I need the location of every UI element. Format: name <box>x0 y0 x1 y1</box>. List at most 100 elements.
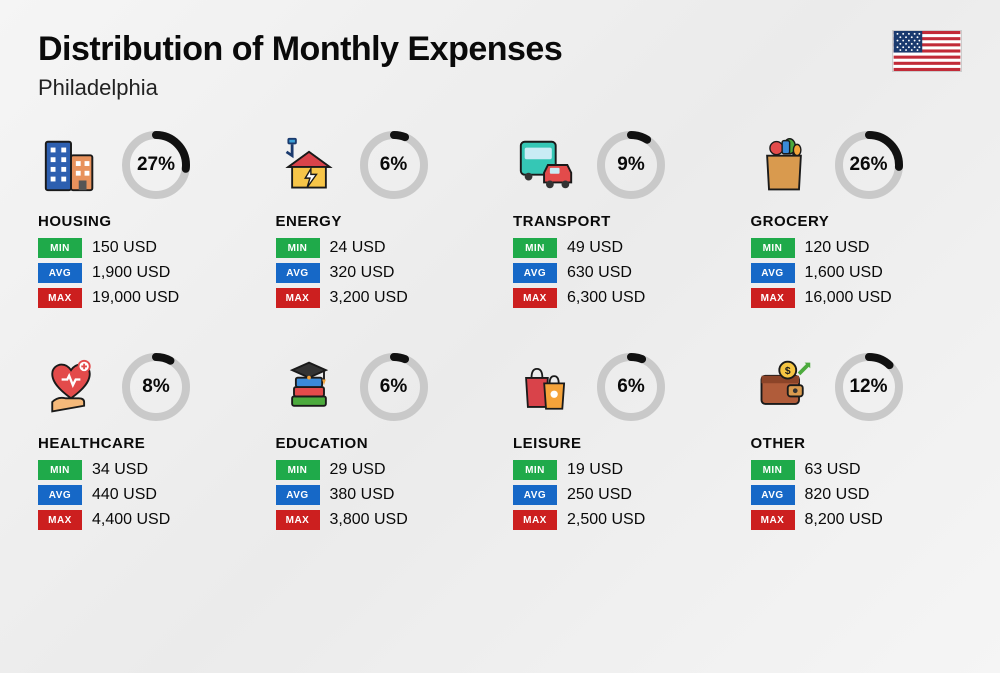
avg-tag: AVG <box>513 485 557 505</box>
avg-tag: AVG <box>276 263 320 283</box>
avg-value: 380 USD <box>330 486 395 504</box>
avg-value: 1,600 USD <box>805 264 883 282</box>
max-tag: MAX <box>276 510 320 530</box>
category-name: HEALTHCARE <box>38 435 250 452</box>
avg-tag: AVG <box>513 263 557 283</box>
stat-max: MAX16,000 USD <box>751 288 963 308</box>
percent-ring: 27% <box>118 127 194 203</box>
wallet-arrow-icon: $ <box>751 354 817 420</box>
stat-avg: AVG 440 USD <box>38 485 250 505</box>
percent-value: 27% <box>118 127 194 203</box>
min-value: 63 USD <box>805 461 861 479</box>
stat-min: MIN 24 USD <box>276 238 488 258</box>
heart-hand-icon <box>38 354 104 420</box>
min-value: 34 USD <box>92 461 148 479</box>
header: Distribution of Monthly Expenses Philade… <box>38 30 962 101</box>
min-tag: MIN <box>38 460 82 480</box>
stat-max: MAX 3,800 USD <box>276 510 488 530</box>
title-block: Distribution of Monthly Expenses Philade… <box>38 30 562 101</box>
percent-value: 6% <box>356 349 432 425</box>
stat-max: MAX19,000 USD <box>38 288 250 308</box>
energy-house-icon <box>276 132 342 198</box>
category-name: HOUSING <box>38 213 250 230</box>
max-tag: MAX <box>751 288 795 308</box>
stat-max: MAX 3,200 USD <box>276 288 488 308</box>
stat-min: MIN 34 USD <box>38 460 250 480</box>
max-value: 3,800 USD <box>330 511 408 529</box>
max-tag: MAX <box>276 288 320 308</box>
stat-avg: AVG 320 USD <box>276 263 488 283</box>
avg-tag: AVG <box>751 263 795 283</box>
min-tag: MIN <box>513 460 557 480</box>
max-value: 4,400 USD <box>92 511 170 529</box>
buildings-icon <box>38 132 104 198</box>
stat-avg: AVG 250 USD <box>513 485 725 505</box>
min-value: 49 USD <box>567 239 623 257</box>
category-card-transport: 9% TRANSPORT MIN 49 USD AVG 630 USD MAX 6,300 U… <box>513 129 725 313</box>
stat-min: MIN 29 USD <box>276 460 488 480</box>
category-card-grocery: 26% GROCERY MIN 120 USD AVG 1,600 USD MAX16,00… <box>751 129 963 313</box>
min-value: 19 USD <box>567 461 623 479</box>
category-name: GROCERY <box>751 213 963 230</box>
percent-ring: 6% <box>356 349 432 425</box>
percent-ring: 8% <box>118 349 194 425</box>
min-tag: MIN <box>513 238 557 258</box>
stat-avg: AVG380 USD <box>276 485 488 505</box>
category-name: EDUCATION <box>276 435 488 452</box>
max-value: 2,500 USD <box>567 511 645 529</box>
category-name: OTHER <box>751 435 963 452</box>
min-value: 24 USD <box>330 239 386 257</box>
category-name: TRANSPORT <box>513 213 725 230</box>
category-name: LEISURE <box>513 435 725 452</box>
stat-max: MAX 4,400 USD <box>38 510 250 530</box>
avg-value: 820 USD <box>805 486 870 504</box>
percent-ring: 9% <box>593 127 669 203</box>
svg-text:$: $ <box>784 366 790 377</box>
min-tag: MIN <box>276 238 320 258</box>
max-value: 3,200 USD <box>330 289 408 307</box>
stat-avg: AVG 1,600 USD <box>751 263 963 283</box>
stat-max: MAX 8,200 USD <box>751 510 963 530</box>
stat-min: MIN 120 USD <box>751 238 963 258</box>
percent-value: 8% <box>118 349 194 425</box>
min-tag: MIN <box>751 238 795 258</box>
percent-value: 26% <box>831 127 907 203</box>
page-title: Distribution of Monthly Expenses <box>38 30 562 69</box>
min-value: 120 USD <box>805 239 870 257</box>
percent-ring: 6% <box>593 349 669 425</box>
category-card-other: $12%OTHERMIN63 USDAVG820 USDMAX8,200 USD <box>751 351 963 535</box>
min-tag: MIN <box>38 238 82 258</box>
category-card-housing: 27% HOUSING MIN150 USD AVG1,900 USD MAX19,00… <box>38 129 250 313</box>
max-value: 6,300 USD <box>567 289 645 307</box>
grad-books-icon <box>276 354 342 420</box>
stat-avg: AVG 820 USD <box>751 485 963 505</box>
percent-ring: 6% <box>356 127 432 203</box>
stat-min: MIN150 USD <box>38 238 250 258</box>
stat-avg: AVG1,900 USD <box>38 263 250 283</box>
max-value: 8,200 USD <box>805 511 883 529</box>
avg-value: 250 USD <box>567 486 632 504</box>
category-grid: 27%HOUSINGMIN150 USDAVG1,900 USDMAX19,00… <box>38 129 962 535</box>
stat-min: MIN 49 USD <box>513 238 725 258</box>
percent-value: 9% <box>593 127 669 203</box>
avg-tag: AVG <box>38 263 82 283</box>
max-tag: MAX <box>513 288 557 308</box>
percent-ring: 26% <box>831 127 907 203</box>
avg-tag: AVG <box>751 485 795 505</box>
category-card-healthcare: 8% HEALTHCARE MIN 34 USD AVG 440 USD MAX 4,400 … <box>38 351 250 535</box>
max-value: 19,000 USD <box>92 289 179 307</box>
avg-value: 630 USD <box>567 264 632 282</box>
avg-tag: AVG <box>38 485 82 505</box>
max-tag: MAX <box>751 510 795 530</box>
avg-value: 440 USD <box>92 486 157 504</box>
us-flag-icon <box>892 30 962 72</box>
stat-min: MIN 19 USD <box>513 460 725 480</box>
stat-avg: AVG 630 USD <box>513 263 725 283</box>
stat-min: MIN63 USD <box>751 460 963 480</box>
stat-max: MAX2,500 USD <box>513 510 725 530</box>
min-tag: MIN <box>276 460 320 480</box>
max-tag: MAX <box>38 510 82 530</box>
avg-value: 320 USD <box>330 264 395 282</box>
min-value: 29 USD <box>330 461 386 479</box>
category-name: ENERGY <box>276 213 488 230</box>
